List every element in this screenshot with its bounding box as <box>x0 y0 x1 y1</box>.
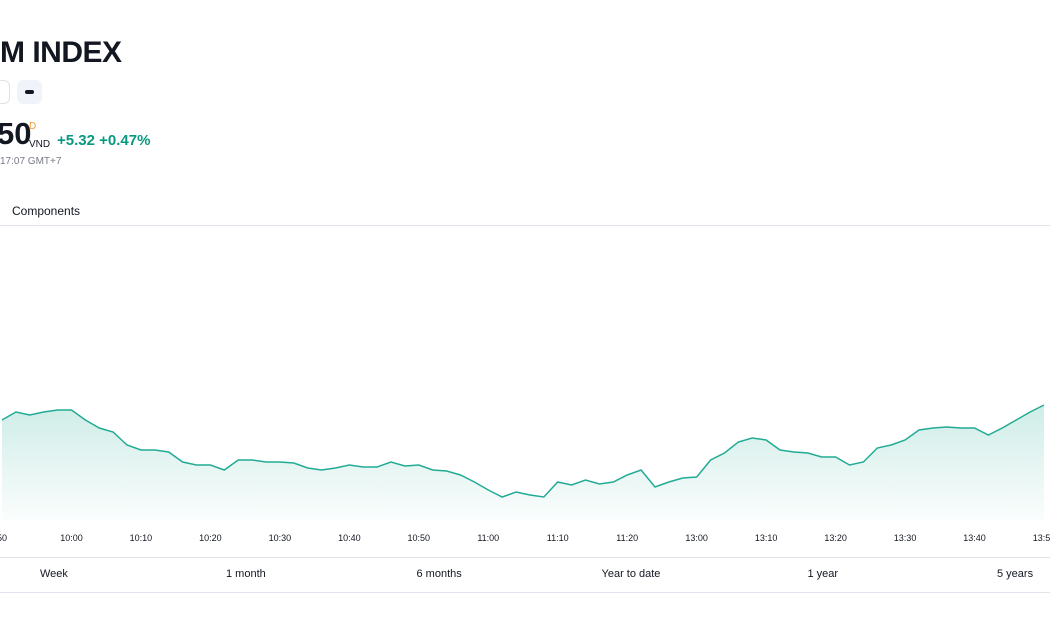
change: +5.32 <box>57 132 95 149</box>
tab[interactable]: Components <box>12 204 81 218</box>
price-line <box>1 404 1045 498</box>
area-fill <box>2 405 1044 520</box>
period-tab[interactable]: 1 year <box>807 568 839 580</box>
price-flag: D <box>29 121 37 132</box>
button[interactable] <box>0 80 10 104</box>
period-tab[interactable]: 5 years <box>997 568 1034 580</box>
x-tick-label: 10:20 <box>199 533 222 543</box>
x-tick-label: 11:10 <box>547 533 569 543</box>
x-tick-label: 13:00 <box>685 533 708 543</box>
x-tick-label: 10:50 <box>408 533 431 543</box>
x-tick-label: 10:30 <box>269 533 292 543</box>
price-change: +5.32 +0.47% <box>57 132 150 149</box>
x-tick-label: 11:20 <box>616 533 638 543</box>
chart: 50 10:00 10:10 10:20 10:30 10:40 10:50 11:00 11:… <box>0 404 1050 543</box>
symbol-title: M INDEX <box>0 36 122 69</box>
x-tick-label: 13:10 <box>755 533 778 543</box>
x-tick-label: 13:20 <box>824 533 847 543</box>
x-tick-label: 13:40 <box>963 533 986 543</box>
period-tab[interactable]: 1 month <box>226 568 266 580</box>
button[interactable] <box>17 80 42 104</box>
icon <box>25 90 34 94</box>
separator <box>0 225 1050 226</box>
x-tick-label: 13:50 <box>1033 533 1050 543</box>
period-tab[interactable]: 6 months <box>416 568 462 580</box>
period-tab[interactable]: Year to date <box>601 568 661 580</box>
separator <box>0 592 1050 593</box>
x-tick-label: 10:40 <box>338 533 361 543</box>
timestamp: 17:07 GMT+7 <box>0 156 62 167</box>
x-tick-label: 11:00 <box>477 533 499 543</box>
price: 50 <box>0 116 32 151</box>
x-tick-label: 10:10 <box>130 533 153 543</box>
change-percent: +0.47% <box>99 132 151 149</box>
currency: VND <box>29 139 51 150</box>
x-tick-label: 50 <box>0 533 7 543</box>
x-tick-label: 10:00 <box>60 533 83 543</box>
x-tick-label: 13:30 <box>894 533 917 543</box>
separator <box>0 557 1050 558</box>
period-tab[interactable]: Week <box>40 568 68 580</box>
